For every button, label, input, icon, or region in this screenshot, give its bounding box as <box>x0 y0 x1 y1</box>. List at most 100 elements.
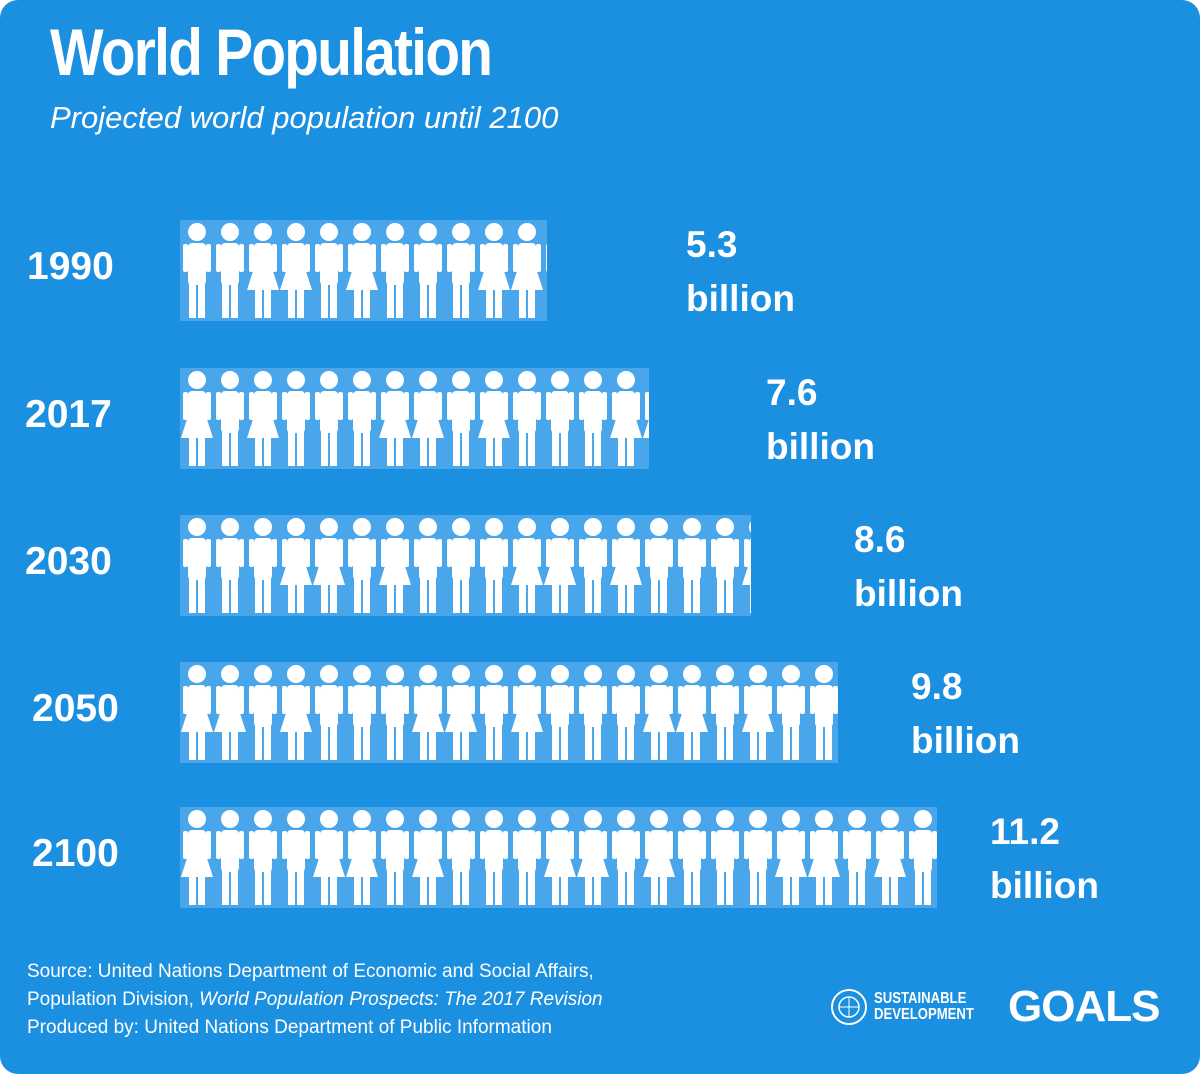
man-figure-icon <box>381 223 409 318</box>
man-figure-icon <box>513 810 541 905</box>
woman-figure-icon <box>445 665 477 760</box>
man-figure-icon <box>282 810 310 905</box>
value-label: 9.8 billion <box>911 660 1020 768</box>
man-figure-icon <box>315 223 343 318</box>
population-bar-2017 <box>180 368 649 469</box>
man-figure-icon <box>414 223 442 318</box>
value-label: 5.3 billion <box>686 218 795 326</box>
man-figure-icon <box>414 518 442 613</box>
woman-figure-icon <box>742 521 751 613</box>
woman-figure-icon <box>346 810 378 905</box>
year-label: 2030 <box>25 540 112 583</box>
man-figure-icon <box>216 371 244 466</box>
value-number: 11.2 <box>990 811 1060 852</box>
woman-figure-icon <box>478 371 510 466</box>
woman-figure-icon <box>346 223 378 318</box>
value-unit: billion <box>766 426 875 467</box>
man-figure-icon <box>480 518 508 613</box>
man-figure-icon <box>348 665 376 760</box>
value-number: 7.6 <box>766 372 818 413</box>
man-figure-icon <box>711 665 739 760</box>
value-number: 8.6 <box>854 519 906 560</box>
man-figure-icon <box>447 223 475 318</box>
man-figure-icon <box>447 518 475 613</box>
man-figure-icon <box>678 518 706 613</box>
woman-figure-icon <box>280 223 312 318</box>
man-figure-icon <box>546 244 547 272</box>
woman-figure-icon <box>214 665 246 760</box>
logo-line-1: SUSTAINABLE <box>874 990 967 1007</box>
woman-figure-icon <box>412 810 444 905</box>
value-number: 5.3 <box>686 224 738 265</box>
population-bar-1990 <box>180 220 547 321</box>
woman-figure-icon <box>379 371 411 466</box>
value-unit: billion <box>686 278 795 319</box>
year-label: 2017 <box>25 393 112 436</box>
woman-figure-icon <box>742 665 774 760</box>
woman-figure-icon <box>478 223 510 318</box>
woman-figure-icon <box>511 518 543 613</box>
source-publication: World Population Prospects: The 2017 Rev… <box>199 989 603 1010</box>
woman-figure-icon <box>544 810 576 905</box>
woman-figure-icon <box>313 518 345 613</box>
man-figure-icon <box>282 371 310 466</box>
woman-figure-icon <box>412 371 444 466</box>
population-bar-2030 <box>180 515 751 616</box>
woman-figure-icon <box>280 665 312 760</box>
logo-line-2: DEVELOPMENT <box>874 1006 974 1023</box>
man-figure-icon <box>381 810 409 905</box>
un-emblem-icon <box>831 989 867 1025</box>
man-figure-icon <box>315 371 343 466</box>
population-bar-2100 <box>180 807 937 908</box>
woman-figure-icon <box>676 665 708 760</box>
woman-figure-icon <box>643 665 675 760</box>
woman-figure-icon <box>247 223 279 318</box>
logo-goals: GOALS <box>1008 982 1160 1031</box>
man-figure-icon <box>216 518 244 613</box>
source-line-3: Produced by: United Nations Department o… <box>27 1017 552 1038</box>
man-figure-icon <box>183 518 211 613</box>
man-figure-icon <box>183 223 211 318</box>
man-figure-icon <box>777 665 805 760</box>
chart-subtitle: Projected world population until 2100 <box>50 100 559 135</box>
man-figure-icon <box>249 810 277 905</box>
year-label: 2100 <box>32 832 119 875</box>
woman-figure-icon <box>511 223 543 318</box>
man-figure-icon <box>513 371 541 466</box>
man-figure-icon <box>546 371 574 466</box>
woman-figure-icon <box>247 371 279 466</box>
woman-figure-icon <box>313 810 345 905</box>
value-unit: billion <box>854 573 963 614</box>
value-label: 7.6 billion <box>766 366 875 474</box>
man-figure-icon <box>546 665 574 760</box>
woman-figure-icon <box>511 665 543 760</box>
value-unit: billion <box>990 865 1099 906</box>
source-note: Source: United Nations Department of Eco… <box>27 958 603 1042</box>
woman-figure-icon <box>412 665 444 760</box>
source-line-1: Source: United Nations Department of Eco… <box>27 961 594 982</box>
value-number: 9.8 <box>911 666 963 707</box>
man-figure-icon <box>249 518 277 613</box>
year-label: 1990 <box>27 245 114 288</box>
value-unit: billion <box>911 720 1020 761</box>
man-figure-icon <box>843 810 871 905</box>
sdg-logo: SUSTAINABLE DEVELOPMENT GOALS <box>830 982 1160 1032</box>
man-figure-icon <box>579 518 607 613</box>
woman-figure-icon <box>379 518 411 613</box>
woman-figure-icon <box>577 810 609 905</box>
woman-figure-icon <box>181 371 213 466</box>
man-figure-icon <box>744 810 772 905</box>
man-figure-icon <box>447 810 475 905</box>
woman-figure-icon <box>280 518 312 613</box>
woman-figure-icon <box>181 810 213 905</box>
population-bar-2050 <box>180 662 838 763</box>
man-figure-icon <box>216 223 244 318</box>
year-label: 2050 <box>32 687 119 730</box>
woman-figure-icon <box>808 810 840 905</box>
woman-figure-icon <box>181 665 213 760</box>
value-label: 11.2 billion <box>990 805 1099 913</box>
man-figure-icon <box>579 371 607 466</box>
man-figure-icon <box>645 518 673 613</box>
man-figure-icon <box>348 518 376 613</box>
woman-figure-icon <box>643 810 675 905</box>
